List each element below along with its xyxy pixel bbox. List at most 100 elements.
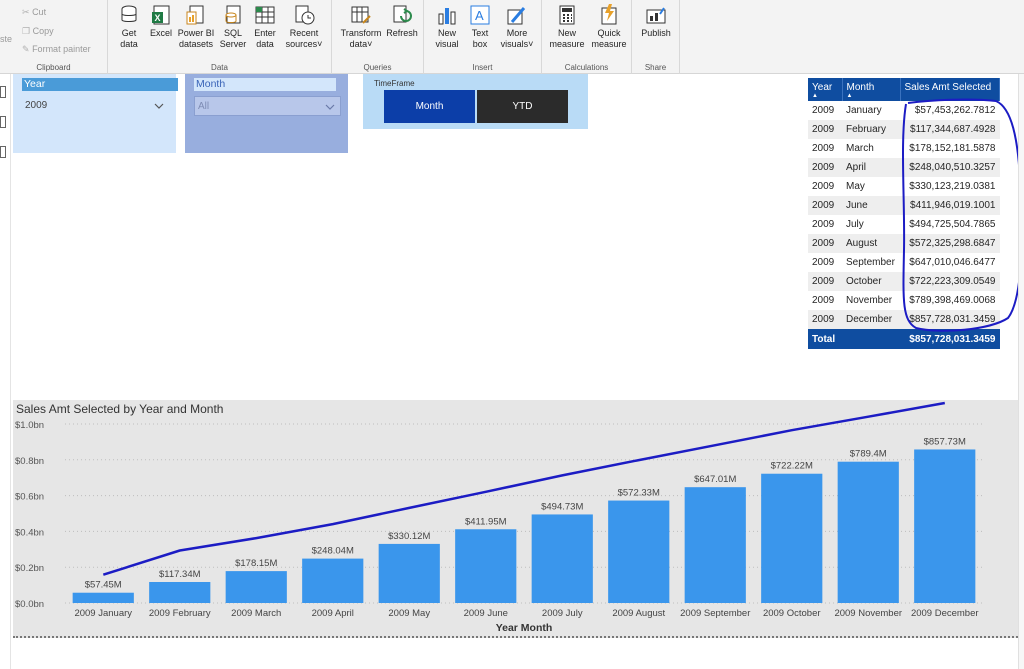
cell-sales: $117,344,687.4928 — [900, 120, 1000, 139]
excel-icon: X — [152, 5, 170, 25]
cell-month: August — [842, 234, 900, 253]
get-data-button[interactable]: Get data — [114, 4, 144, 50]
chevron-down-icon: ˅ — [367, 39, 373, 49]
chart-title: Sales Amt Selected by Year and Month — [16, 402, 224, 416]
more-visuals-button[interactable]: More visuals˅ — [496, 4, 538, 50]
cell-month: September — [846, 257, 895, 268]
table-row: 2009 October $722,223,309.0549 — [808, 272, 1000, 291]
chevron-down-icon — [325, 104, 335, 110]
timeframe-month-button[interactable]: Month — [384, 90, 475, 123]
cell-month: March — [846, 143, 874, 154]
bar — [302, 558, 364, 603]
new-visual-button[interactable]: New visual — [432, 4, 462, 50]
cell-year: 2009 — [808, 196, 842, 215]
excel-button[interactable]: X Excel — [148, 4, 174, 39]
cell-month: July — [846, 219, 864, 230]
paste-button[interactable]: ste — [0, 34, 13, 44]
table-row: 2009 February $117,344,687.4928 — [808, 120, 1000, 139]
bar-value-label: $722.22M — [771, 461, 813, 472]
month-dropdown[interactable]: All — [194, 96, 341, 116]
cell-sales: $178,152,181.5878 — [909, 143, 996, 154]
bar — [225, 571, 287, 603]
x-tick-label: 2009 July — [542, 608, 583, 619]
x-tick-label: 2009 February — [149, 608, 211, 619]
cell-sales: $857,728,031.3459 — [900, 310, 1000, 329]
column-header-year[interactable]: Year ▲ — [808, 78, 843, 101]
year-dropdown[interactable]: 2009 — [22, 96, 169, 116]
timeframe-title: TimeFrame — [374, 79, 415, 88]
bar — [608, 500, 670, 603]
paintbrush-icon: ✎ — [22, 44, 30, 54]
transform-data-button[interactable]: Transform data˅ — [338, 4, 384, 50]
sql-server-button[interactable]: SQL Server — [218, 4, 248, 50]
month-slicer-title: Month — [194, 78, 336, 91]
data-group-label: Data — [211, 63, 228, 72]
cell-month: January — [846, 105, 882, 116]
model-view-icon[interactable] — [0, 146, 6, 158]
year-slicer: Year 2009 — [13, 74, 178, 153]
clipboard-group-label: Clipboard — [36, 63, 71, 72]
cell-year: 2009 — [808, 310, 842, 329]
text-box-button[interactable]: A Text box — [466, 4, 494, 50]
y-tick-label: $1.0bn — [15, 420, 44, 431]
table-row: 2009 January $57,453,262.7812 — [808, 101, 1000, 120]
insert-group: New visual A Text box More visuals˅ Inse… — [424, 0, 542, 74]
bar — [914, 449, 976, 603]
x-tick-label: 2009 May — [388, 608, 430, 619]
cell-year: 2009 — [808, 234, 842, 253]
cell-sales: $494,725,504.7865 — [909, 219, 996, 230]
table-row: 2009 December $857,728,031.3459 — [808, 310, 1000, 329]
database-icon — [121, 5, 137, 22]
bar-value-label: $248.04M — [312, 546, 354, 557]
bar — [72, 592, 134, 603]
clipboard-group: ste ✂ Cut ❐ Copy ✎ Format painter Clipbo… — [0, 0, 108, 74]
chevron-down-icon — [154, 103, 164, 109]
cell-month: February — [842, 120, 900, 139]
copy-button[interactable]: ❐ Copy — [22, 26, 54, 36]
cut-button[interactable]: ✂ Cut — [22, 7, 47, 17]
share-group: Publish Share — [632, 0, 680, 74]
column-header-month[interactable]: Month ▲ — [842, 78, 901, 101]
bar-chart-icon — [438, 8, 456, 25]
timeframe-ytd-button[interactable]: YTD — [477, 90, 568, 123]
bar-value-label: $330.12M — [388, 531, 430, 542]
enter-data-button[interactable]: Enter data — [250, 4, 280, 50]
table-header-row: Year ▲ Month ▲ Sales Amt Selected — [808, 78, 1000, 101]
svg-text:A: A — [475, 8, 484, 23]
report-view-icon[interactable] — [0, 86, 6, 98]
queries-group: Transform data˅ Refresh Queries — [332, 0, 424, 74]
quick-measure-button[interactable]: Quick measure — [588, 4, 630, 50]
bar-chart: $0.0bn $0.2bn $0.4bn $0.6bn $0.8bn $1.0bn $57.… — [13, 400, 1018, 643]
calculations-group: New measure Quick measure Calculations — [542, 0, 632, 74]
column-header-sales[interactable]: Sales Amt Selected — [900, 78, 1000, 101]
scissors-icon: ✂ — [22, 7, 30, 17]
x-tick-label: 2009 June — [464, 608, 508, 619]
calculations-group-label: Calculations — [564, 63, 609, 72]
left-view-strip — [0, 74, 11, 669]
new-measure-button[interactable]: New measure — [546, 4, 588, 50]
x-tick-label: 2009 October — [763, 608, 821, 619]
data-group: Get data X Excel Power BI datasets SQL S… — [108, 0, 332, 74]
ribbon: ste ✂ Cut ❐ Copy ✎ Format painter Clipbo… — [0, 0, 1024, 74]
publish-icon — [646, 7, 666, 24]
total-value: $857,728,031.3459 — [900, 329, 1000, 349]
sort-up-icon: ▲ — [846, 93, 853, 99]
cell-year: 2009 — [812, 105, 835, 116]
timeframe-slicer: TimeFrame Month YTD — [363, 74, 588, 129]
bar-value-label: $57.45M — [85, 580, 122, 591]
table-grid-icon — [255, 6, 275, 24]
right-pane-edge — [1018, 74, 1024, 669]
x-tick-label: 2009 December — [911, 608, 979, 619]
y-tick-label: $0.0bn — [15, 599, 44, 610]
x-tick-label: 2009 January — [74, 608, 132, 619]
refresh-button[interactable]: Refresh — [384, 4, 420, 39]
cell-month: April — [842, 158, 900, 177]
bar-value-label: $789.4M — [850, 449, 887, 460]
x-tick-label: 2009 September — [680, 608, 750, 619]
format-painter-button[interactable]: ✎ Format painter — [22, 44, 91, 54]
data-view-icon[interactable] — [0, 116, 6, 128]
total-label: Total — [808, 329, 842, 349]
powerbi-datasets-button[interactable]: Power BI datasets — [176, 4, 216, 50]
recent-sources-button[interactable]: Recent sources˅ — [282, 4, 326, 50]
publish-button[interactable]: Publish — [638, 4, 674, 39]
